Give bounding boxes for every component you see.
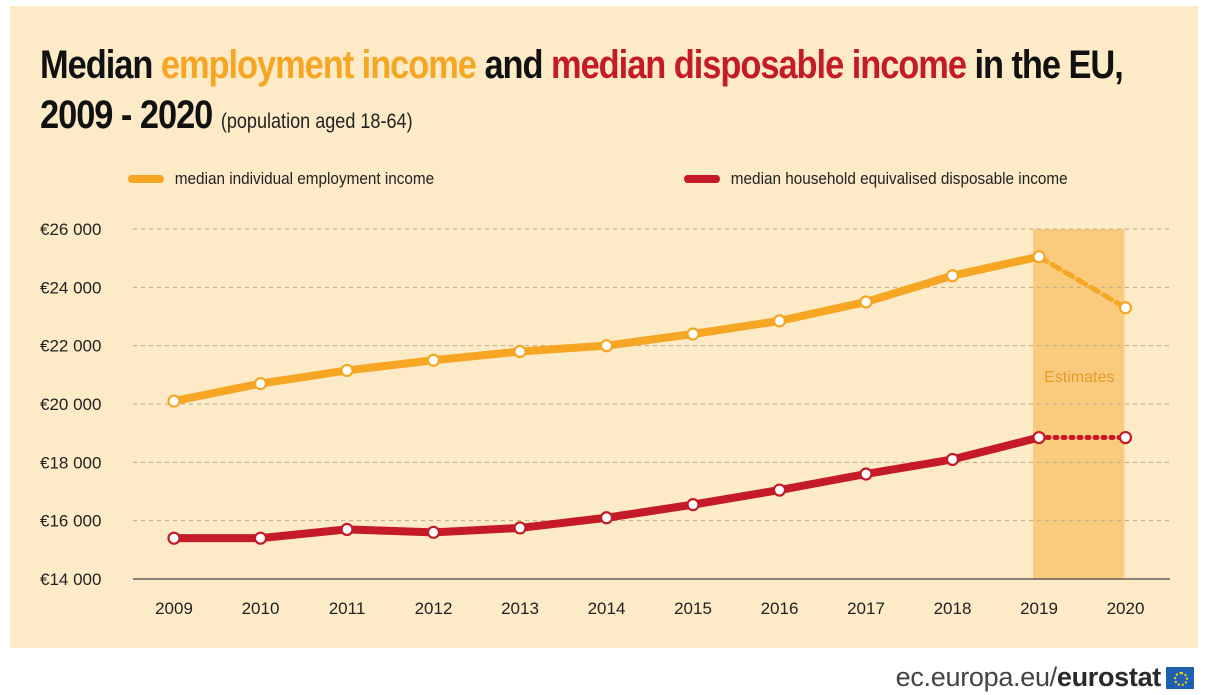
title-part-3: and — [475, 43, 552, 87]
y-tick-label: €16 000 — [40, 512, 101, 531]
footer-domain: ec.europa.eu/ — [895, 662, 1058, 692]
legend-label-employment: median individual employment income — [174, 169, 435, 188]
data-point-disposable-2011 — [340, 522, 354, 537]
x-tick-label: 2011 — [329, 599, 366, 618]
data-point-disposable-2018 — [945, 452, 960, 467]
data-point-disposable-2020 — [1118, 430, 1133, 445]
title-employment-income: employment income — [160, 43, 477, 87]
legend-item-employment: median individual employment income — [128, 168, 434, 190]
data-point-employment-2014 — [599, 339, 614, 353]
legend-swatch-employment — [128, 175, 164, 183]
data-point-disposable-2017 — [859, 467, 873, 481]
chart-title: Median employment income and median disp… — [40, 40, 1124, 147]
x-tick-label: 2012 — [415, 599, 453, 618]
data-point-employment-2013 — [513, 344, 527, 359]
data-point-employment-2012 — [426, 353, 441, 367]
data-point-disposable-2015 — [686, 498, 700, 512]
x-tick-label: 2013 — [501, 599, 539, 618]
data-point-disposable-2014 — [599, 511, 614, 525]
data-point-employment-2016 — [772, 314, 787, 328]
data-point-employment-2011 — [340, 363, 354, 378]
data-point-employment-2020 — [1118, 301, 1133, 315]
data-point-disposable-2013 — [513, 521, 527, 535]
legend-swatch-disposable — [684, 175, 720, 183]
x-tick-label: 2010 — [242, 599, 280, 618]
y-tick-label: €18 000 — [40, 453, 101, 472]
data-point-employment-2017 — [859, 295, 873, 309]
data-point-employment-2019 — [1032, 250, 1046, 264]
estimate-label: Estimates — [1044, 369, 1114, 386]
x-tick-label: 2017 — [847, 599, 885, 618]
series-line-employment — [170, 252, 1043, 406]
eu-flag-icon — [1166, 666, 1194, 689]
x-tick-label: 2015 — [674, 599, 712, 618]
chart-subtitle: (population aged 18-64) — [220, 110, 413, 133]
data-point-disposable-2019 — [1032, 430, 1046, 445]
y-tick-label: €14 000 — [40, 570, 101, 589]
data-point-employment-2015 — [686, 327, 700, 341]
y-tick-label: €22 000 — [40, 337, 101, 356]
y-tick-label: €26 000 — [40, 220, 101, 239]
y-tick-label: €20 000 — [40, 395, 101, 414]
x-tick-label: 2018 — [934, 599, 972, 618]
data-point-disposable-2012 — [426, 525, 441, 539]
data-point-employment-2010 — [253, 376, 268, 391]
data-point-disposable-2009 — [167, 531, 181, 545]
footer-brand: eurostat — [1056, 662, 1161, 692]
series-estimate-line-employment — [1036, 254, 1128, 311]
title-part-5: in the EU, — [965, 43, 1123, 87]
y-tick-label: €24 000 — [40, 278, 101, 297]
legend-label-disposable: median household equivalised disposable … — [730, 169, 1068, 188]
x-tick-label: 2019 — [1020, 599, 1058, 618]
x-tick-label: 2016 — [761, 599, 799, 618]
x-tick-label: 2014 — [588, 599, 626, 618]
data-point-employment-2018 — [945, 269, 960, 283]
data-point-disposable-2010 — [253, 531, 268, 545]
x-tick-label: 2009 — [155, 599, 193, 618]
title-years: 2009 - 2020 — [40, 93, 213, 137]
title-disposable-income: median disposable income — [551, 43, 967, 87]
footer-source: ec.europa.eu/eurostat — [896, 662, 1194, 693]
data-point-disposable-2016 — [772, 483, 787, 497]
x-tick-label: 2020 — [1107, 599, 1145, 618]
legend-item-disposable: median household equivalised disposable … — [684, 168, 1068, 190]
title-part-1: Median — [40, 43, 161, 87]
data-point-employment-2009 — [167, 394, 181, 408]
